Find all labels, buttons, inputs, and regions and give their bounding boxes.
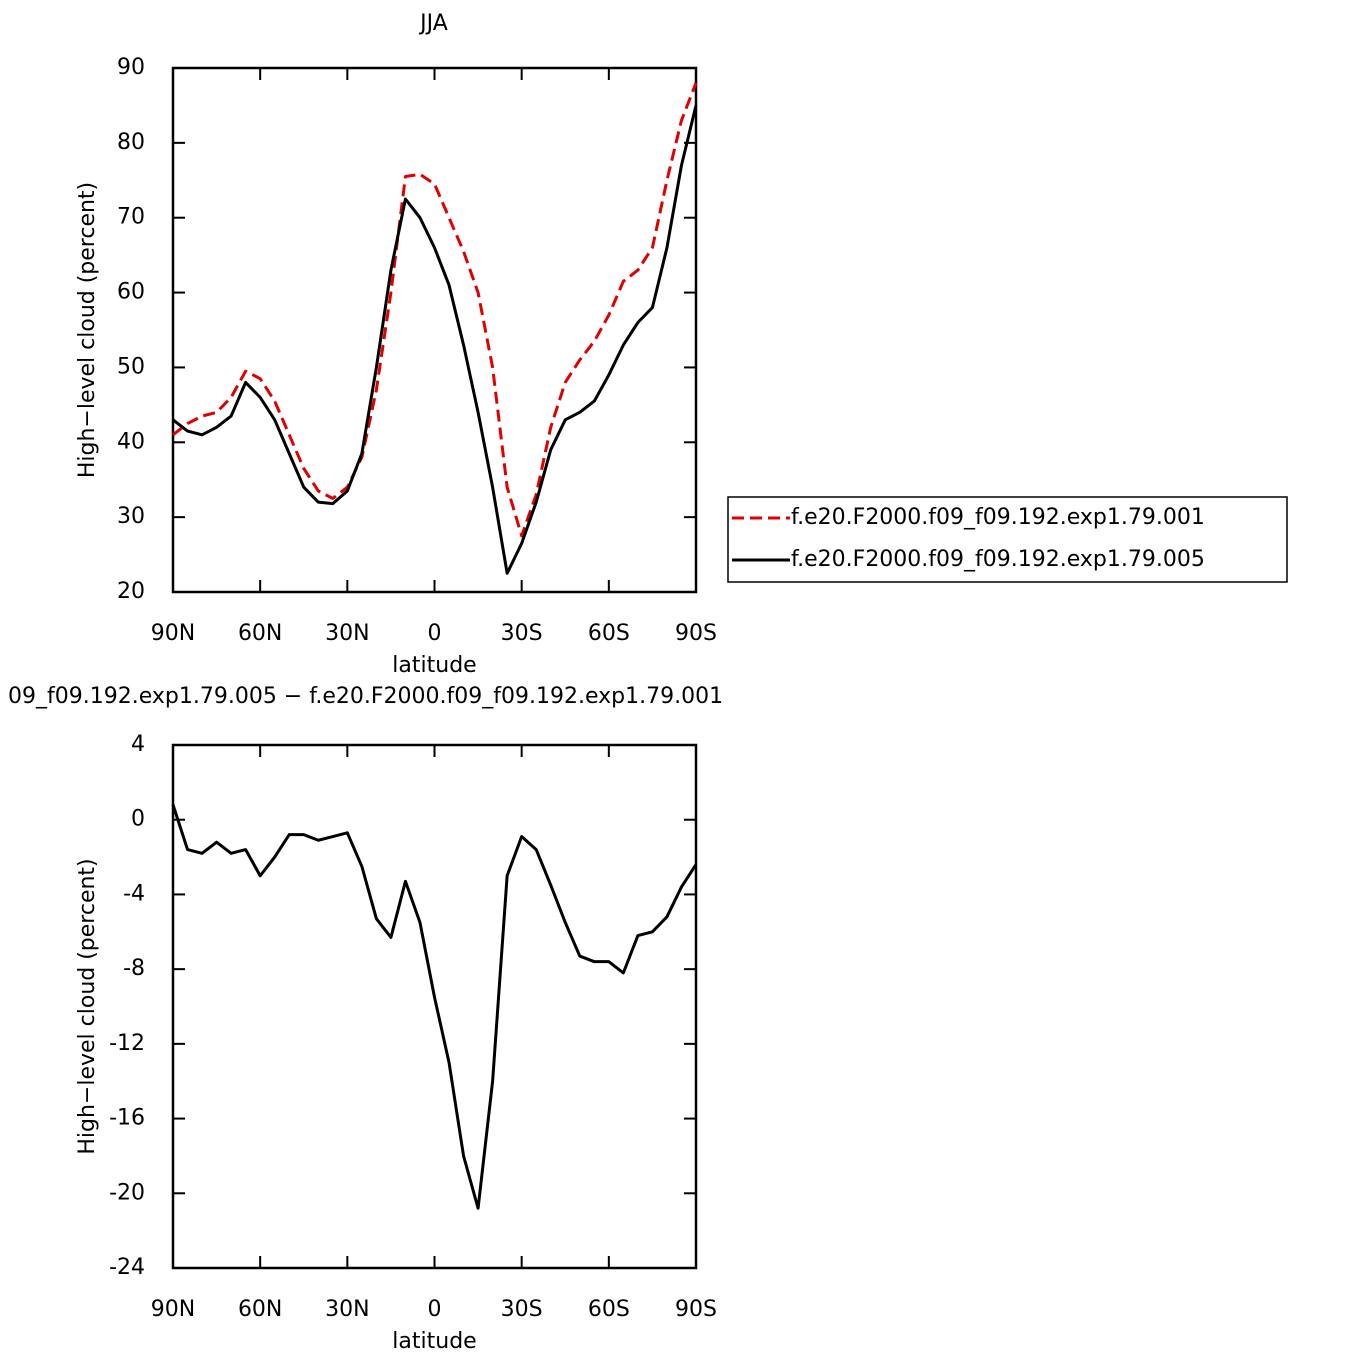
legend-label: f.e20.F2000.f09_f09.192.exp1.79.005	[791, 547, 1205, 572]
y-axis-label: High−level cloud (percent)	[75, 182, 100, 478]
x-tick-label: 90S	[675, 1297, 717, 1322]
y-tick-label: 30	[117, 504, 145, 529]
y-tick-label: 20	[117, 579, 145, 604]
x-tick-label: 60N	[238, 621, 282, 646]
x-tick-label: 0	[428, 1297, 442, 1322]
x-tick-label: 30S	[501, 1297, 543, 1322]
series-line	[172, 105, 698, 575]
x-tick-label: 0	[428, 621, 442, 646]
x-axis-label: latitude	[392, 653, 476, 678]
plot-frame	[171, 743, 698, 1270]
y-tick-label: 80	[117, 130, 145, 155]
series-line	[172, 82, 698, 538]
y-tick-label: 90	[117, 55, 145, 80]
y-tick-label: 40	[117, 429, 145, 454]
x-tick-label: 60N	[238, 1297, 282, 1322]
x-tick-label: 30N	[325, 621, 369, 646]
legend-label: f.e20.F2000.f09_f09.192.exp1.79.001	[791, 505, 1205, 530]
y-tick-label: -4	[123, 881, 145, 906]
y-tick-label: -8	[123, 956, 145, 981]
y-tick-label: 50	[117, 354, 145, 379]
y-tick-label: -20	[109, 1180, 145, 1205]
y-axis-label: High−level cloud (percent)	[75, 858, 100, 1154]
x-tick-label: 90S	[675, 621, 717, 646]
x-axis-label: latitude	[392, 1329, 476, 1354]
x-tick-label: 30N	[325, 1297, 369, 1322]
y-tick-label: 0	[131, 807, 145, 832]
y-tick-label: -12	[109, 1031, 145, 1056]
x-tick-label: 60S	[588, 1297, 630, 1322]
series-line	[171, 804, 698, 1210]
y-tick-label: -24	[109, 1255, 145, 1280]
x-tick-label: 90N	[151, 621, 195, 646]
x-tick-label: 30S	[501, 621, 543, 646]
chart-title: JJA	[418, 11, 448, 36]
y-tick-label: 70	[117, 205, 145, 230]
x-tick-label: 90N	[151, 1297, 195, 1322]
chart-title: 09_f09.192.exp1.79.005 − f.e20.F2000.f09…	[8, 684, 723, 709]
plot-frame	[171, 66, 698, 594]
legend-box	[727, 496, 1288, 583]
y-tick-label: 4	[131, 732, 145, 757]
x-tick-label: 60S	[588, 621, 630, 646]
y-tick-label: -16	[109, 1106, 145, 1131]
y-tick-label: 60	[117, 280, 145, 305]
